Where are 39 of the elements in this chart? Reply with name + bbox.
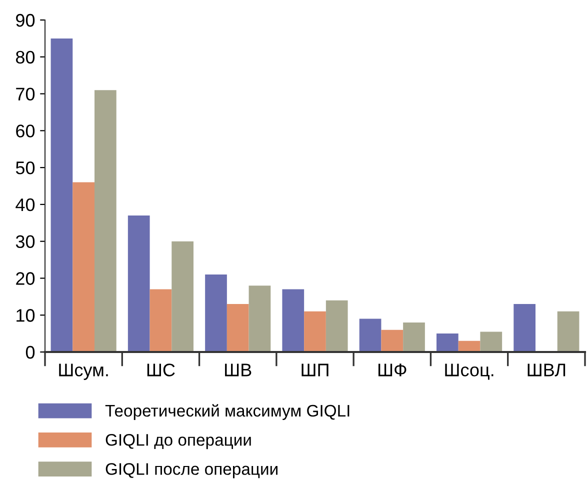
x-tick-label: Шсоц. <box>445 364 494 380</box>
x-tick-label: ШВ <box>225 364 252 376</box>
bar <box>205 274 227 352</box>
bar <box>72 182 94 352</box>
x-tick-label: ШФ <box>378 364 406 376</box>
bar <box>304 311 326 352</box>
bar <box>480 332 502 352</box>
bar <box>50 38 73 352</box>
bar <box>436 334 458 352</box>
y-tick-label: 10 <box>16 309 35 322</box>
bar <box>248 286 271 352</box>
bar <box>359 318 382 352</box>
y-tick-label: 40 <box>16 198 35 212</box>
bar <box>150 289 172 352</box>
y-tick-label: 80 <box>16 50 35 64</box>
x-tick-label: ШС <box>147 364 175 376</box>
bar <box>94 90 116 352</box>
bar <box>326 300 348 352</box>
y-tick-label: 70 <box>16 88 35 100</box>
y-tick-label: 60 <box>16 124 35 138</box>
y-tick-label: 90 <box>16 14 35 27</box>
y-tick-label: 0 <box>26 346 35 359</box>
bar <box>282 289 304 352</box>
x-tick-label: Шсум. <box>59 364 108 380</box>
legend-label: GIQLI до операции <box>106 434 251 450</box>
bar <box>557 311 580 352</box>
bar <box>128 216 150 352</box>
bar <box>381 330 404 352</box>
legend-label: Теоретический максимум GIQLI <box>105 404 350 420</box>
bar <box>403 322 425 352</box>
bar <box>514 304 536 352</box>
y-tick-label: 30 <box>16 235 35 248</box>
bar <box>226 304 249 352</box>
x-tick-label: ШВЛ <box>528 364 566 376</box>
bar <box>172 241 194 352</box>
y-tick-label: 20 <box>16 272 35 285</box>
x-tick-label: ШП <box>302 364 328 376</box>
legend-label: GIQLI после операции <box>106 463 278 478</box>
y-tick-label: 50 <box>16 161 35 174</box>
